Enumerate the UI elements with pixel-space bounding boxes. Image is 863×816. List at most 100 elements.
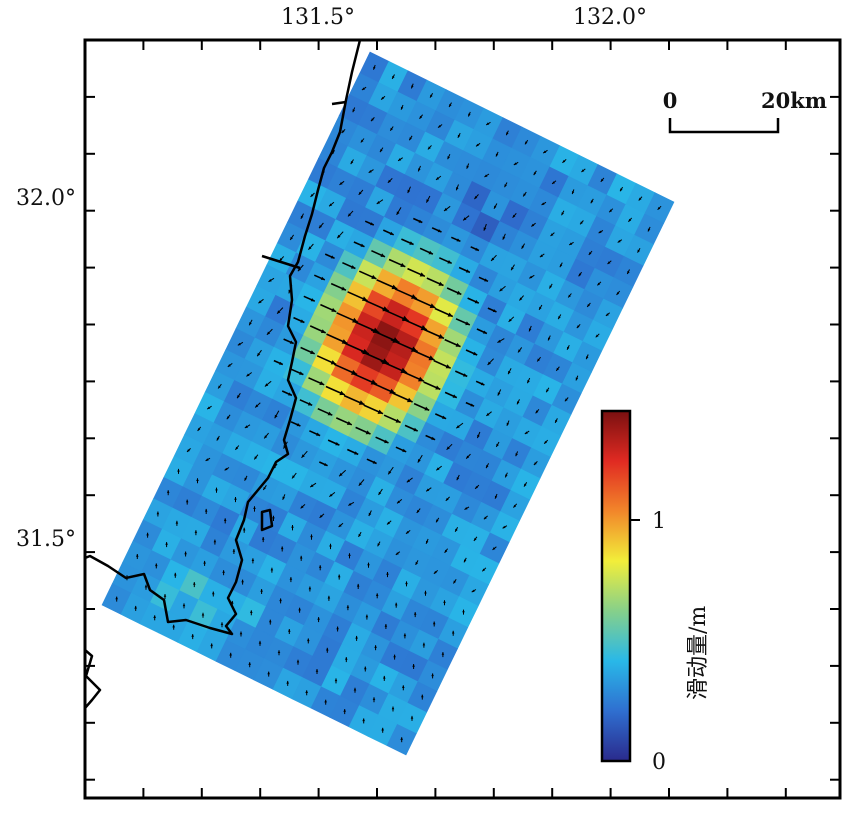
- slip-vector: [277, 650, 281, 656]
- slip-vector: [605, 312, 611, 317]
- slip-vector: [309, 325, 327, 334]
- slip-vector: [327, 439, 340, 446]
- slip-vector: [405, 530, 411, 535]
- slip-vector: [291, 525, 294, 531]
- slip-vector: [402, 685, 405, 691]
- slip-vector: [506, 420, 510, 426]
- map-frame: [83, 38, 842, 800]
- slip-vector: [462, 215, 470, 221]
- slip-vector: [455, 318, 471, 326]
- slip-vector: [522, 191, 527, 197]
- slip-vector: [443, 205, 451, 212]
- slip-vector: [424, 590, 427, 596]
- slip-vector: [657, 205, 662, 211]
- slip-vector: [638, 196, 643, 201]
- slip-vector: [356, 583, 360, 589]
- slip-vector: [533, 170, 537, 176]
- slip-vector: [608, 208, 614, 213]
- slip-vector: [184, 551, 187, 557]
- slip-vector: [438, 257, 453, 265]
- slip-vectors: [115, 64, 662, 743]
- slip-vector: [391, 74, 395, 80]
- slip-vector: [507, 368, 512, 375]
- slip-vector: [215, 487, 218, 493]
- slip-vector: [505, 130, 509, 136]
- slip-vector: [447, 153, 451, 160]
- slip-vector: [336, 626, 339, 632]
- slip-vector: [266, 328, 273, 336]
- scale-bar-end-label: 20km: [761, 88, 827, 113]
- slip-vector: [490, 254, 497, 262]
- slip-vector: [386, 520, 392, 525]
- slip-vector: [352, 107, 356, 113]
- slip-vector: [465, 453, 471, 459]
- slip-vector: [303, 295, 316, 302]
- slip-vector: [346, 605, 350, 611]
- slip-vector: [504, 182, 508, 188]
- slip-vector: [374, 645, 377, 651]
- slip-vector: [578, 271, 583, 277]
- slip-vector: [494, 493, 498, 499]
- slip-vector: [403, 633, 407, 639]
- slip-vector: [264, 380, 272, 387]
- slip-vector: [483, 223, 487, 231]
- slip-vector: [318, 461, 328, 467]
- slip-vector: [446, 443, 453, 451]
- x-tick-label-1315: 131.5°: [281, 5, 355, 30]
- slip-vector: [288, 629, 291, 634]
- slip-vector: [581, 168, 586, 173]
- slip-vector: [465, 349, 478, 356]
- slip-vector: [462, 609, 465, 615]
- slip-vector: [342, 261, 356, 270]
- slip-vector: [347, 210, 354, 217]
- slip-vector: [515, 451, 519, 457]
- slip-vector: [536, 356, 541, 362]
- slip-vector: [235, 445, 240, 451]
- slip-vector: [241, 579, 244, 585]
- slip-vector: [529, 274, 535, 279]
- slip-vector: [343, 394, 365, 406]
- slip-vector: [204, 508, 208, 514]
- slip-vector: [348, 501, 355, 506]
- slip-vector: [134, 605, 137, 611]
- slip-vector: [476, 328, 488, 335]
- slip-vector: [165, 542, 168, 548]
- slip-vector: [404, 424, 419, 432]
- slip-vector: [521, 243, 526, 249]
- slip-vector: [194, 530, 198, 536]
- slip-vector: [455, 422, 464, 429]
- slip-vector: [237, 341, 244, 346]
- slip-vector: [539, 253, 545, 258]
- slip-vector: [427, 145, 432, 150]
- slip-vector: [597, 281, 602, 286]
- slip-vector: [377, 541, 381, 547]
- slip-vector: [528, 325, 532, 332]
- slip-vector: [387, 466, 394, 475]
- slip-vector: [425, 434, 436, 441]
- slip-vector: [279, 256, 285, 262]
- slip-vector: [467, 297, 480, 304]
- slip-vector: [263, 432, 269, 439]
- slip-vector: [388, 258, 406, 268]
- slip-vector: [205, 457, 211, 462]
- slip-vector: [395, 446, 407, 453]
- slip-vector: [301, 450, 308, 459]
- slip-vector: [383, 675, 386, 681]
- slip-vector: [483, 515, 488, 520]
- slip-vector: [345, 657, 348, 663]
- slip-vector: [415, 560, 419, 566]
- slip-vector: [435, 517, 440, 523]
- colorbar: 1 0 滑动量/m: [600, 409, 711, 775]
- slip-vector: [473, 536, 478, 542]
- slip-vector: [419, 114, 423, 120]
- slip-vector: [325, 385, 346, 396]
- slip-vector: [541, 201, 547, 206]
- slip-vector: [475, 142, 481, 147]
- slip-vector: [445, 496, 450, 502]
- slip-vector: [450, 236, 461, 243]
- slip-vector: [115, 596, 118, 602]
- slip-vector: [395, 551, 401, 556]
- slip-vector: [429, 93, 434, 98]
- slip-vector: [155, 563, 158, 569]
- slip-vector: [280, 546, 284, 552]
